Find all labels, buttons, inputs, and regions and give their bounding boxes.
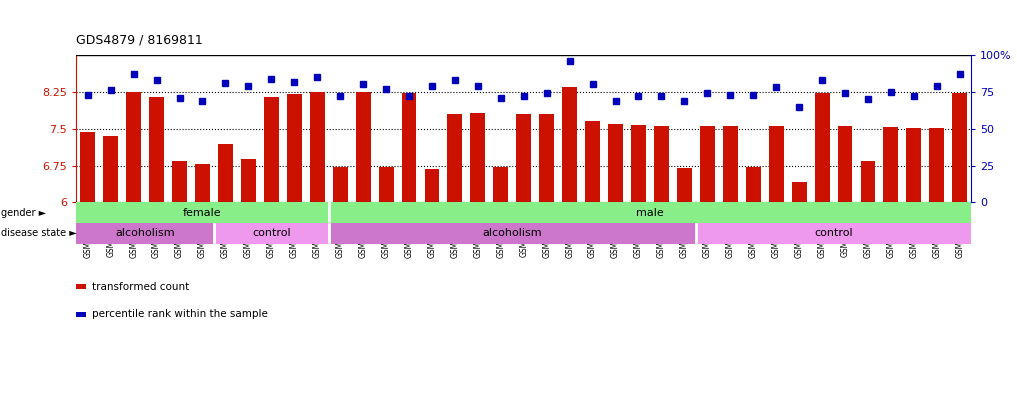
Text: control: control [815,228,853,238]
Bar [539,114,554,202]
Bar [80,132,96,202]
Text: GDS4879 / 8169811: GDS4879 / 8169811 [76,33,203,46]
Bar [356,92,370,202]
Bar [333,167,348,202]
Bar [149,97,164,202]
Bar [378,167,394,202]
Text: gender ►: gender ► [1,208,46,218]
Bar [631,125,646,202]
Text: male: male [636,208,664,218]
Bar [562,87,577,202]
Bar [263,97,279,202]
Text: transformed count: transformed count [92,282,189,292]
Bar [791,182,806,202]
Bar [723,126,737,202]
Bar [76,223,214,244]
Text: alcoholism: alcoholism [482,228,542,238]
Bar [906,128,921,202]
Bar [287,94,302,202]
Bar [424,169,439,202]
Bar [745,167,761,202]
Bar [447,114,463,202]
Text: female: female [183,208,222,218]
Bar [517,114,531,202]
Text: disease state ►: disease state ► [1,228,76,238]
Bar [700,126,715,202]
Bar [585,121,600,202]
Bar [241,159,256,202]
Bar [654,126,669,202]
Bar [195,164,210,202]
Bar [172,161,187,202]
Bar [677,168,692,202]
Bar [838,126,852,202]
Bar [815,93,830,202]
Bar [310,92,324,202]
Bar [930,128,944,202]
Bar [608,124,623,202]
Bar [696,223,971,244]
Text: alcoholism: alcoholism [115,228,175,238]
Bar [471,113,485,202]
Bar [126,92,141,202]
Bar [218,144,233,202]
Bar [214,223,328,244]
Bar [104,136,118,202]
Bar [952,93,967,202]
Text: percentile rank within the sample: percentile rank within the sample [92,309,267,319]
Bar [402,93,417,202]
Bar [860,161,876,202]
Bar [493,167,508,202]
Bar [328,223,696,244]
Bar [884,127,898,202]
Bar [769,126,784,202]
Text: control: control [252,228,291,238]
